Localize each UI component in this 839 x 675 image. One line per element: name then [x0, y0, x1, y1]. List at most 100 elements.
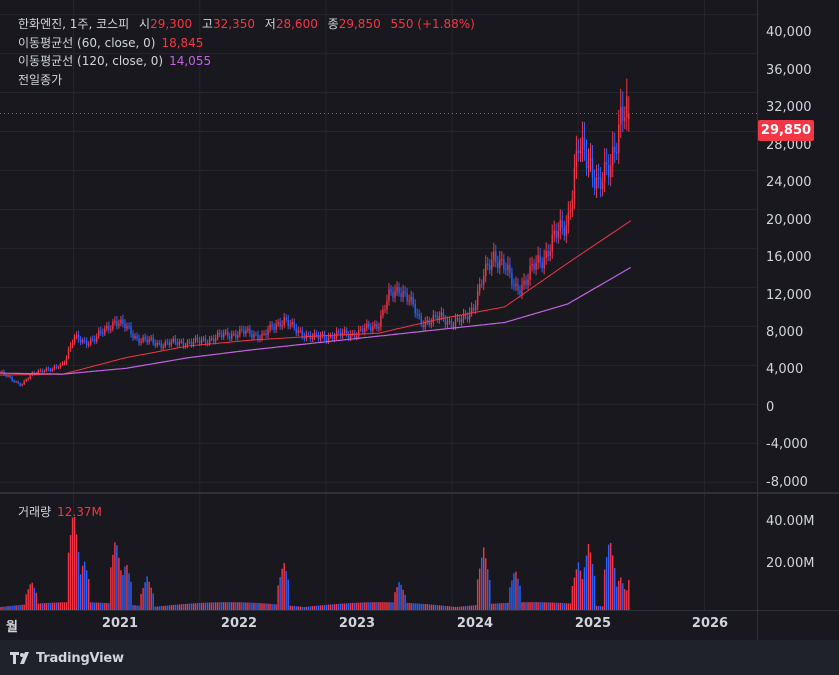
candle-body: [49, 369, 52, 371]
candle-body: [160, 343, 162, 348]
volume-bar: [202, 602, 205, 610]
volume-legend[interactable]: 거래량 12.37M: [18, 503, 102, 520]
candle-body: [611, 146, 614, 166]
chart-panel[interactable]: 한화엔진, 1주, 코스피 시29,300 고32,350 저28,600 종2…: [0, 0, 839, 640]
candle-body: [100, 330, 102, 333]
candle-body: [345, 330, 348, 336]
candle-body: [394, 291, 396, 298]
candle-body: [120, 319, 122, 324]
candle-body: [17, 381, 19, 384]
volume-bar: [317, 605, 320, 610]
volume-bar: [354, 602, 356, 610]
price-pane[interactable]: [0, 0, 757, 494]
volume-bar: [579, 570, 582, 610]
candle-body: [404, 291, 406, 293]
pane-divider[interactable]: [0, 492, 839, 494]
volume-bar: [176, 604, 179, 610]
candle-body: [595, 177, 598, 189]
candle-body: [237, 335, 239, 338]
volume-bar: [255, 602, 257, 610]
candle-body: [303, 336, 306, 339]
volume-bar: [529, 602, 531, 610]
candle-body: [245, 330, 247, 334]
candle-body: [434, 315, 437, 317]
volume-chart[interactable]: [0, 494, 757, 610]
candle-body: [110, 329, 112, 331]
volume-pane[interactable]: [0, 494, 757, 610]
volume-bar: [212, 602, 215, 610]
volume-bar: [603, 569, 606, 610]
candle-body: [509, 264, 511, 273]
volume-bar: [404, 594, 406, 610]
prev-close-legend-row[interactable]: 전일종가: [18, 71, 475, 90]
volume-bar: [452, 606, 455, 610]
ma60-legend-row[interactable]: 이동평균선 (60, close, 0) 18,845: [18, 34, 475, 53]
volume-bar: [460, 606, 463, 610]
candle-body: [376, 324, 378, 329]
volume-bar: [360, 602, 362, 610]
close-label: 종: [327, 17, 339, 31]
volume-bar: [27, 589, 29, 610]
candle-body: [212, 338, 215, 342]
volume-bar: [408, 602, 410, 610]
volume-label: 거래량: [18, 505, 52, 519]
candle-body: [227, 331, 229, 337]
candle-body: [223, 333, 225, 338]
volume-bar: [5, 606, 7, 610]
volume-bar: [335, 604, 338, 610]
volume-bar: [406, 602, 408, 610]
volume-bar: [628, 580, 630, 610]
candle-body: [581, 137, 584, 151]
candle-body: [541, 262, 543, 269]
volume-bar: [114, 542, 116, 610]
symbol-label[interactable]: 한화엔진, 1주, 코스피: [18, 17, 130, 31]
volume-bar: [412, 603, 414, 610]
volume-bar: [507, 602, 509, 610]
candle-body: [89, 339, 92, 345]
volume-bar: [567, 603, 570, 610]
volume-bar: [67, 552, 70, 610]
candle-body: [273, 327, 275, 330]
candle-body: [333, 336, 336, 340]
volume-bar: [112, 554, 114, 610]
candle-body: [118, 323, 120, 326]
tradingview-brand[interactable]: TradingView: [10, 650, 124, 666]
candle-body: [106, 326, 108, 329]
volume-bar: [257, 603, 259, 610]
volume-bar: [293, 605, 295, 610]
candle-body: [458, 318, 461, 323]
candle-body: [148, 339, 150, 343]
price-chart[interactable]: [0, 0, 757, 494]
volume-bar: [527, 602, 529, 610]
candle-body: [480, 283, 483, 285]
candle-body: [446, 321, 449, 325]
volume-bar: [237, 602, 239, 610]
volume-bar: [597, 605, 600, 610]
current-price-tag: 29,850: [758, 120, 814, 141]
price-axis-label: -8,000: [766, 475, 808, 490]
volume-bar: [428, 604, 430, 610]
candle-body: [235, 333, 237, 338]
candle-body: [301, 330, 304, 337]
price-axis-label: 4,000: [766, 362, 804, 377]
candle-body: [164, 341, 166, 347]
candle-body: [321, 334, 324, 336]
time-axis-label: 2021: [101, 616, 139, 631]
volume-bar: [87, 579, 90, 610]
candle-body: [170, 341, 173, 346]
volume-bar: [557, 602, 559, 610]
candle-body: [466, 316, 469, 320]
volume-bar: [57, 602, 60, 610]
candle-body: [493, 251, 495, 261]
volume-bar: [561, 603, 564, 610]
volume-bar: [297, 606, 299, 610]
candle-body: [382, 309, 384, 316]
volume-bar: [263, 603, 265, 610]
ma120-legend-row[interactable]: 이동평균선 (120, close, 0) 14,055: [18, 52, 475, 71]
volume-bar: [396, 587, 398, 610]
volume-bar: [196, 603, 199, 610]
volume-bar: [110, 567, 112, 610]
ohlc-legend-row[interactable]: 한화엔진, 1주, 코스피 시29,300 고32,350 저28,600 종2…: [18, 15, 475, 34]
volume-bar: [231, 602, 233, 610]
volume-bar: [291, 605, 293, 610]
